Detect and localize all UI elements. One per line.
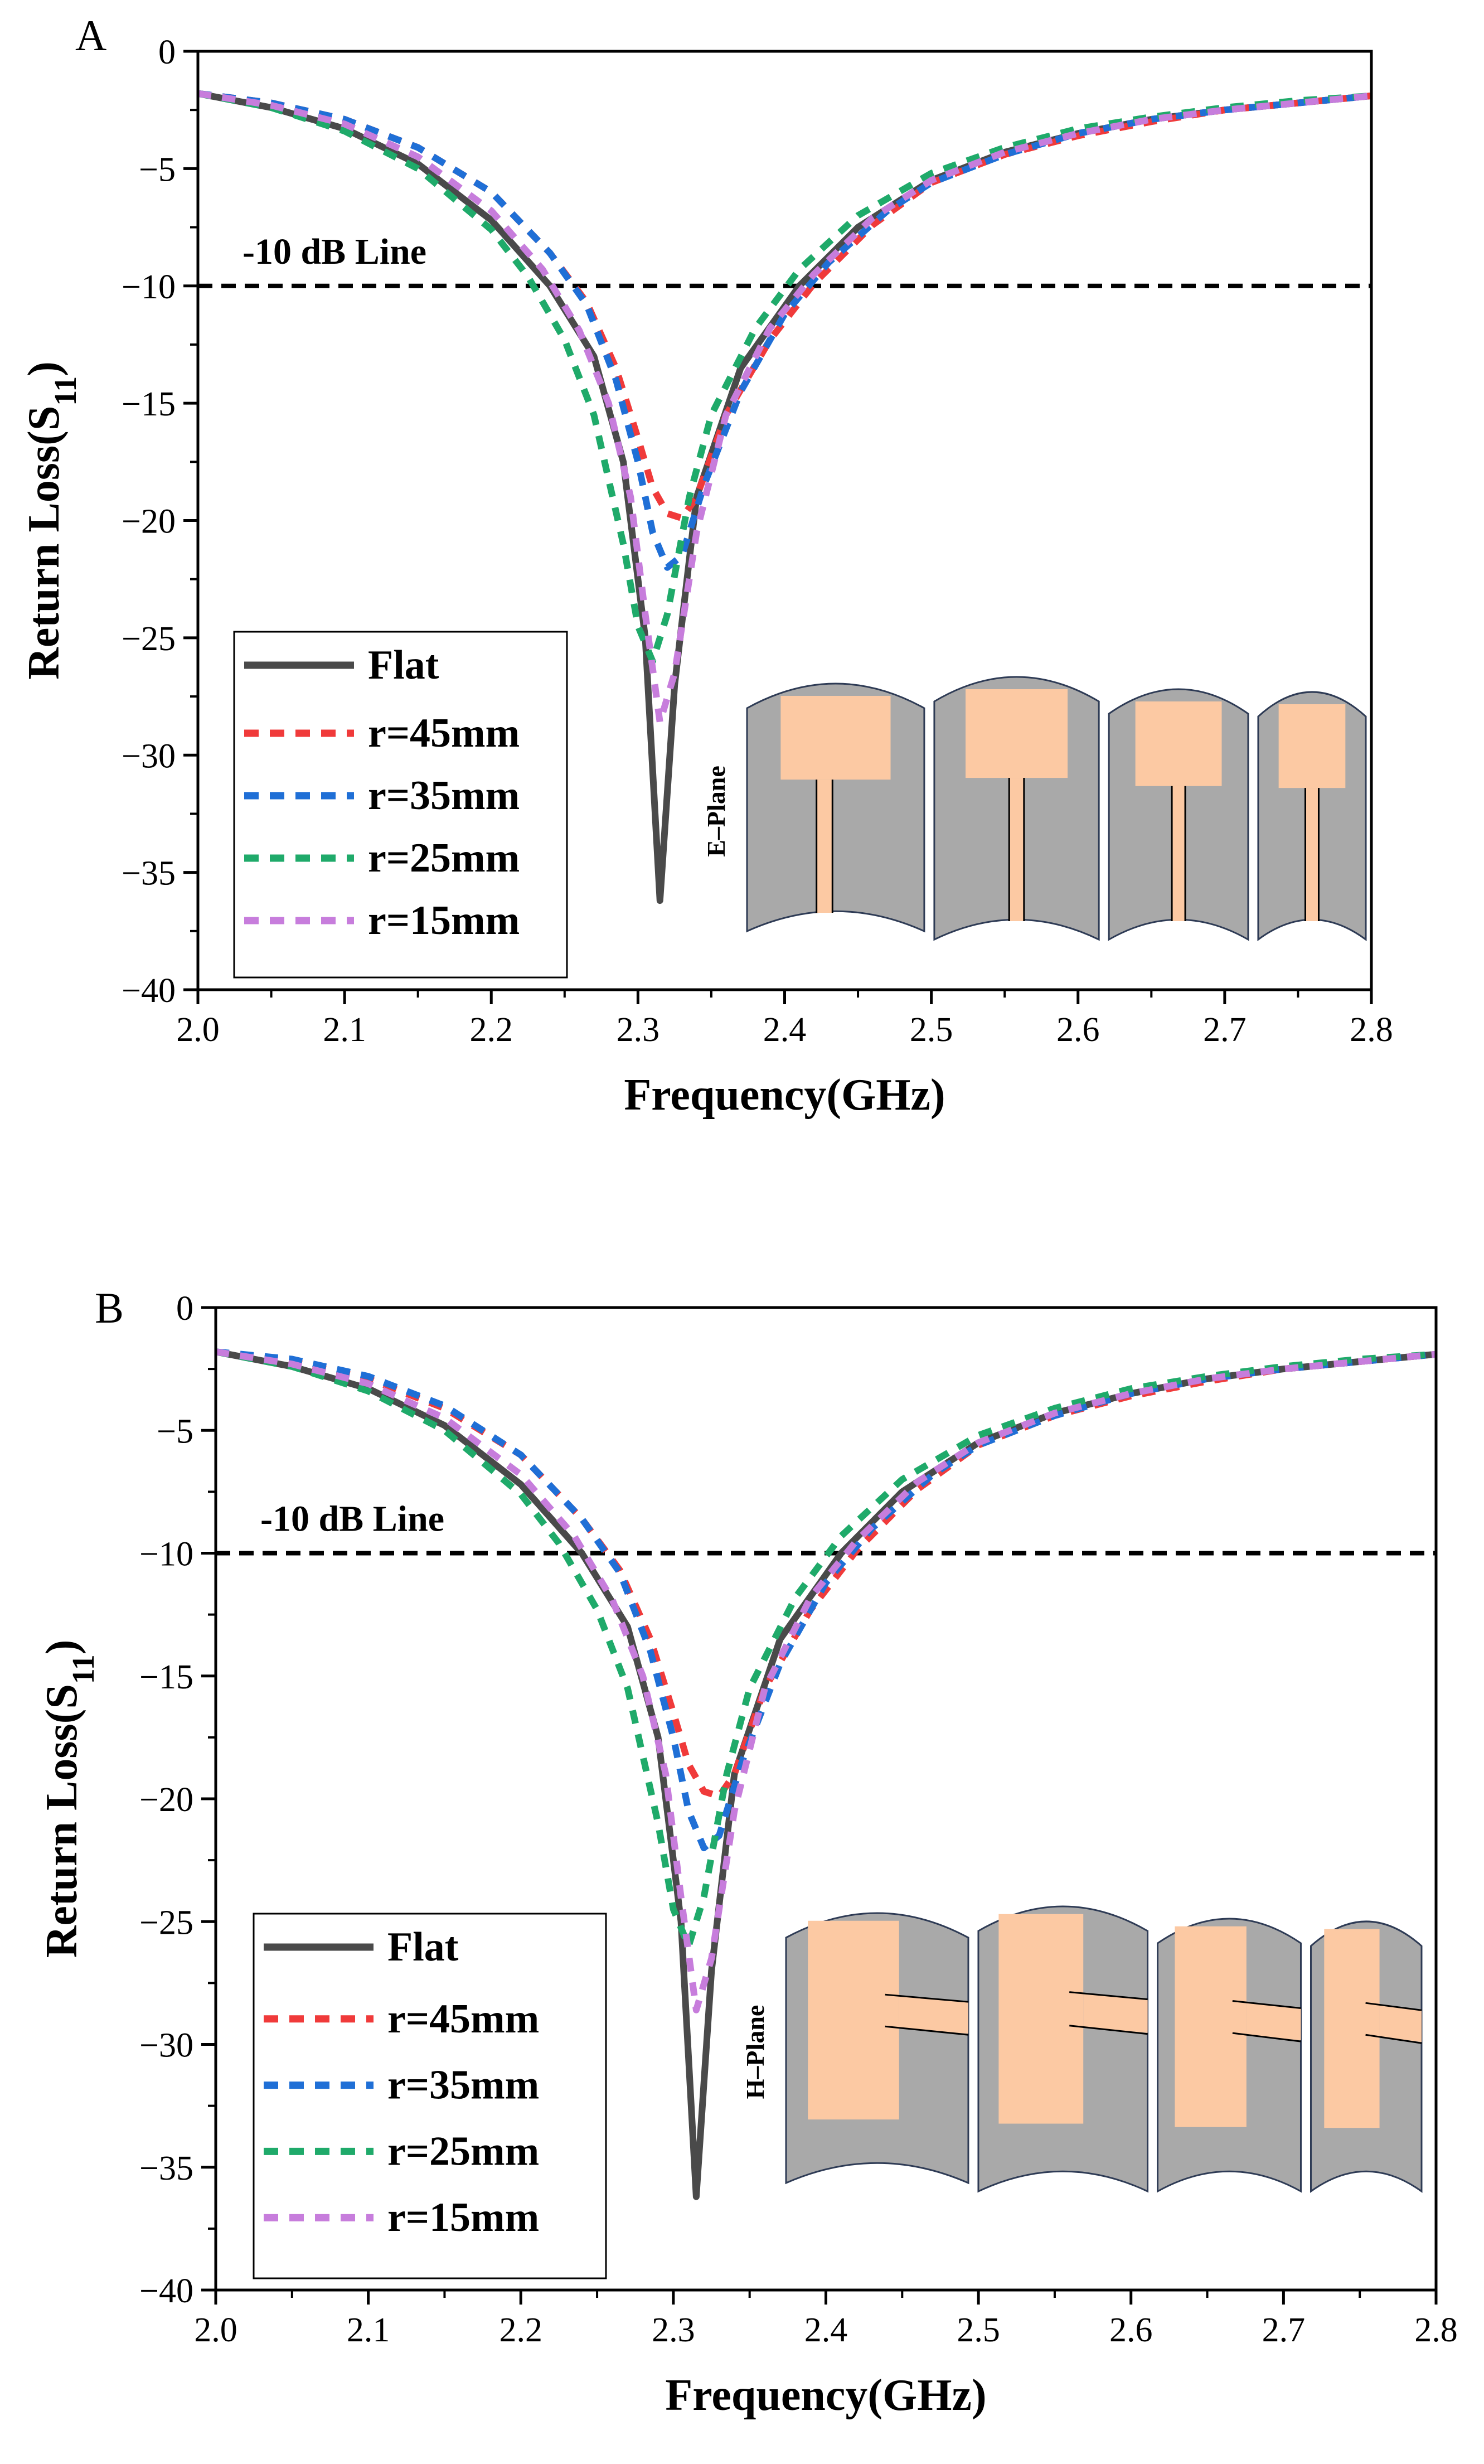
y-tick-label: −30 [139,2027,193,2065]
antenna-inset: H–Plane [741,1905,1423,2193]
feed-line [1246,2002,1301,2041]
y-tick-label: −40 [139,2272,193,2310]
patch [1324,1929,1380,2128]
chart-panel-a: A 0 −5 −10 −15 −20 −25 −30 −35 −402.0 2.1 2.2 2.3 2.4… [20,11,1393,1120]
series-line-r-25mm [198,90,1371,665]
legend-label: r=35mm [387,2063,539,2108]
series-line-r-35mm [216,1348,1436,1852]
ref-line-label: -10 dB Line [243,231,426,272]
x-tick-label: 2.0 [176,1011,220,1049]
series-group [198,90,1371,904]
patch [780,696,891,780]
legend-label: r=25mm [368,835,520,881]
x-tick-label: 2.2 [470,1011,513,1049]
y-tick-label: −35 [139,2150,193,2187]
x-tick-label: 2.1 [347,2311,390,2349]
y-tick-label: −35 [122,855,176,893]
legend-label: r=45mm [387,1996,539,2042]
y-tick-label: −10 [139,1536,193,1574]
y-tick-label: −5 [157,1412,193,1450]
patch [808,1920,899,2120]
legend-label: r=15mm [368,898,520,943]
feed-line [816,780,833,913]
legend-label: r=45mm [368,710,520,756]
y-tick-label: −25 [122,620,176,658]
y-tick-label: −20 [139,1781,193,1819]
y-tick-label: −20 [122,503,176,541]
y-tick-label: −30 [122,737,176,775]
panel-label: A [75,11,106,60]
y-tick-label: 0 [176,1290,193,1328]
plot-frame [214,1306,1438,2292]
x-tick-label: 2.6 [1109,2311,1153,2349]
plot-frame [196,50,1373,991]
chart-panel-b: B 0 −5 −10 −15 −20 −25 −30 −35 −402.0 2.1 2.2 2.3 2.4… [37,1284,1458,2420]
x-tick-label: 2.6 [1056,1011,1100,1049]
x-tick-label: 2.1 [323,1011,366,1049]
y-tick-label: −25 [139,1904,193,1942]
series-line-r-35mm [198,90,1371,571]
x-tick-label: 2.5 [957,2311,1000,2349]
y-tick-label: −10 [122,268,176,306]
feed-edge [1232,2032,1301,2042]
feed-line [1009,778,1024,921]
antenna-inset: E–Plane [702,676,1367,941]
plane-label: H–Plane [741,2005,769,2099]
x-tick-label: 2.8 [1414,2311,1458,2349]
feed-line [1305,788,1319,921]
x-tick-label: 2.5 [910,1011,953,1049]
series-line-r-15mm [216,1348,1436,2013]
feed-line [899,1996,968,2034]
feed-line [1379,2005,1422,2042]
y-tick-label: −15 [139,1658,193,1696]
y-tick-label: −15 [122,385,176,423]
y-tick-label: −40 [122,972,176,1010]
x-tick-label: 2.8 [1350,1011,1393,1049]
legend-label: Flat [368,642,439,688]
legend-label: Flat [387,1924,459,1970]
y-axis-title: Return Loss(S11) [37,1640,101,1958]
x-tick-label: 2.3 [652,2311,695,2349]
feed-edge [885,2025,969,2036]
patch [998,1914,1084,2124]
feed-line [1172,786,1186,921]
plane-label: E–Plane [702,766,730,857]
feed-edge [1069,2025,1148,2035]
legend-box [253,1913,607,2279]
x-tick-label: 2.7 [1262,2311,1306,2349]
series-line-r-15mm [198,90,1371,726]
feed-edge [1232,2000,1301,2010]
x-axis-title: Frequency(GHz) [624,1071,945,1120]
feed-edge [1069,1991,1148,2001]
x-tick-label: 2.0 [194,2311,237,2349]
feed-edge [1365,2002,1422,2011]
x-tick-label: 2.4 [804,2311,848,2349]
patch [1135,701,1222,786]
patch [1278,704,1346,788]
x-tick-label: 2.3 [617,1011,660,1049]
y-tick-label: 0 [158,33,176,71]
feed-edge [885,1993,969,2003]
y-tick-label: −5 [139,151,176,188]
patch [966,689,1068,778]
legend-box [233,631,568,979]
x-tick-label: 2.7 [1203,1011,1247,1049]
x-tick-label: 2.2 [499,2311,543,2349]
ref-line-label: -10 dB Line [260,1499,444,1540]
patch [1175,1926,1247,2127]
legend-label: r=35mm [368,773,520,819]
feed-edge [1365,2034,1422,2044]
x-axis-title: Frequency(GHz) [665,2371,986,2420]
feed-line [1083,1993,1148,2033]
y-axis-title: Return Loss(S11) [20,361,83,680]
series-line-r-25mm [216,1348,1436,1950]
legend-label: r=25mm [387,2128,539,2174]
x-tick-label: 2.4 [763,1011,807,1049]
series-group [216,1348,1436,2200]
legend-label: r=15mm [387,2195,539,2240]
panel-label: B [95,1284,124,1332]
